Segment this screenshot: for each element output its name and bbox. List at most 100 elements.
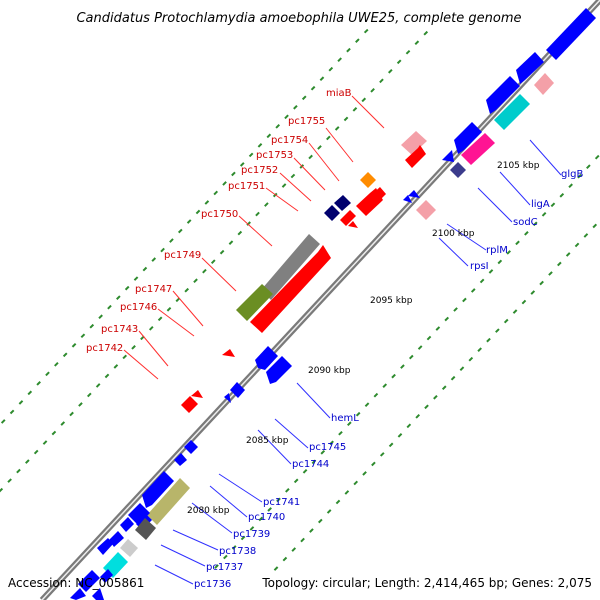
gene-feature[interactable] <box>128 503 150 525</box>
tick-mark <box>166 306 172 312</box>
tick-mark <box>107 304 112 310</box>
gene-label[interactable]: pc1737 <box>206 562 243 573</box>
gene-label[interactable]: glgB <box>561 169 583 180</box>
gene-feature[interactable] <box>191 390 203 398</box>
gene-label[interactable]: pc1752 <box>241 165 278 176</box>
gene-feature[interactable] <box>486 76 520 114</box>
gene-label[interactable]: rplM <box>486 245 508 256</box>
map-title: Candidatus Protochlamydia amoebophila UW… <box>76 11 521 26</box>
tick-mark <box>7 478 12 483</box>
kbp-labels: 2080 kbp 2085 kbp 2090 kbp 2095 kbp 2100… <box>187 161 540 516</box>
tick-mark <box>214 564 219 569</box>
gene-label[interactable]: pc1745 <box>309 442 346 453</box>
tick-mark <box>453 307 458 312</box>
gene-feature[interactable] <box>120 517 134 532</box>
tick-mark <box>405 49 411 55</box>
gene-feature[interactable] <box>494 94 530 130</box>
tick-mark <box>415 413 420 419</box>
gene-feature[interactable] <box>255 346 278 370</box>
gene-label[interactable]: pc1753 <box>256 150 293 161</box>
gene-feature[interactable] <box>174 453 187 466</box>
gene-feature[interactable] <box>450 162 466 178</box>
gene-label[interactable]: pc1738 <box>219 546 256 557</box>
tick-mark <box>78 402 83 407</box>
gene-feature[interactable] <box>546 8 596 60</box>
gene-feature[interactable] <box>442 150 454 162</box>
gene-feature[interactable] <box>405 145 426 168</box>
accession-text: Accession: NC_005861 <box>8 576 144 590</box>
gene-label[interactable]: pc1743 <box>101 324 138 335</box>
tick-mark <box>16 468 21 474</box>
gene-feature[interactable] <box>70 588 86 600</box>
tick-mark <box>594 154 600 160</box>
gene-label[interactable]: pc1746 <box>120 302 157 313</box>
gene-feature[interactable] <box>100 569 113 583</box>
gene-label[interactable]: ligA <box>531 199 550 210</box>
tick-mark <box>239 162 245 167</box>
gene-feature[interactable] <box>78 570 100 592</box>
tick-mark <box>417 345 423 350</box>
gene-feature[interactable] <box>403 195 412 203</box>
gene-label[interactable]: pc1739 <box>233 529 270 540</box>
gene-feature[interactable] <box>516 52 544 84</box>
gene-label[interactable]: miaB <box>326 88 352 99</box>
gene-feature[interactable] <box>360 172 376 188</box>
gene-feature[interactable] <box>250 245 331 333</box>
bottom-leader-lines <box>154 139 562 585</box>
gene-feature[interactable] <box>370 187 386 204</box>
gene-feature[interactable] <box>401 131 427 155</box>
tick-mark <box>89 323 95 329</box>
gene-feature[interactable] <box>348 221 358 228</box>
gene-feature[interactable] <box>135 518 156 540</box>
gene-feature[interactable] <box>92 588 104 600</box>
gene-feature[interactable] <box>261 234 320 300</box>
gene-label[interactable]: hemL <box>331 413 359 424</box>
gene-feature[interactable] <box>334 195 351 211</box>
gene-label[interactable]: pc1749 <box>164 250 201 261</box>
gene-feature[interactable] <box>224 393 231 403</box>
gene-feature[interactable] <box>454 122 482 154</box>
gene-feature[interactable] <box>147 478 190 525</box>
gene-feature[interactable] <box>181 396 198 413</box>
gene-label[interactable]: pc1741 <box>263 497 300 508</box>
gene-feature[interactable] <box>340 210 356 226</box>
tick-mark <box>334 126 340 131</box>
tick-mark <box>423 30 429 36</box>
gene-feature[interactable] <box>236 284 273 321</box>
gene-label[interactable]: sodC <box>513 217 538 228</box>
tick-mark <box>122 354 128 360</box>
gene-feature[interactable] <box>230 382 245 398</box>
gene-label[interactable]: pc1740 <box>248 512 285 523</box>
gene-feature[interactable] <box>222 349 235 357</box>
gene-feature[interactable] <box>120 539 138 557</box>
gene-label[interactable]: pc1736 <box>194 579 231 590</box>
bottom-gene-labels: glgB ligA sodC rplM rpsI hemL pc1745 pc1… <box>194 169 583 590</box>
tick-mark <box>264 202 269 207</box>
gene-feature[interactable] <box>266 356 292 384</box>
gene-label[interactable]: rpsI <box>470 261 489 272</box>
gene-label[interactable]: pc1747 <box>135 284 172 295</box>
gene-feature[interactable] <box>461 133 495 165</box>
gene-label[interactable]: pc1750 <box>201 209 238 220</box>
tick-mark <box>524 231 529 236</box>
gene-label[interactable]: pc1742 <box>86 343 123 354</box>
gene-label[interactable]: pc1744 <box>292 459 329 470</box>
gene-feature[interactable] <box>97 538 113 555</box>
gene-label[interactable]: pc1754 <box>271 135 308 146</box>
gene-label[interactable]: pc1755 <box>288 116 325 127</box>
tick-mark <box>222 181 227 186</box>
gene-feature[interactable] <box>534 73 554 95</box>
gene-feature[interactable] <box>416 200 436 220</box>
gene-feature[interactable] <box>408 190 420 198</box>
gene-feature[interactable] <box>109 531 124 547</box>
gene-feature[interactable] <box>184 440 198 454</box>
tick-mark <box>586 164 591 170</box>
tick-mark <box>512 309 518 314</box>
gene-label[interactable]: pc1751 <box>228 181 265 192</box>
tick-mark <box>27 390 33 396</box>
gene-feature[interactable] <box>142 471 174 508</box>
gene-feature[interactable] <box>324 205 340 221</box>
genome-backbone <box>39 0 600 600</box>
tick-mark <box>184 287 189 293</box>
tick-mark <box>577 173 582 179</box>
